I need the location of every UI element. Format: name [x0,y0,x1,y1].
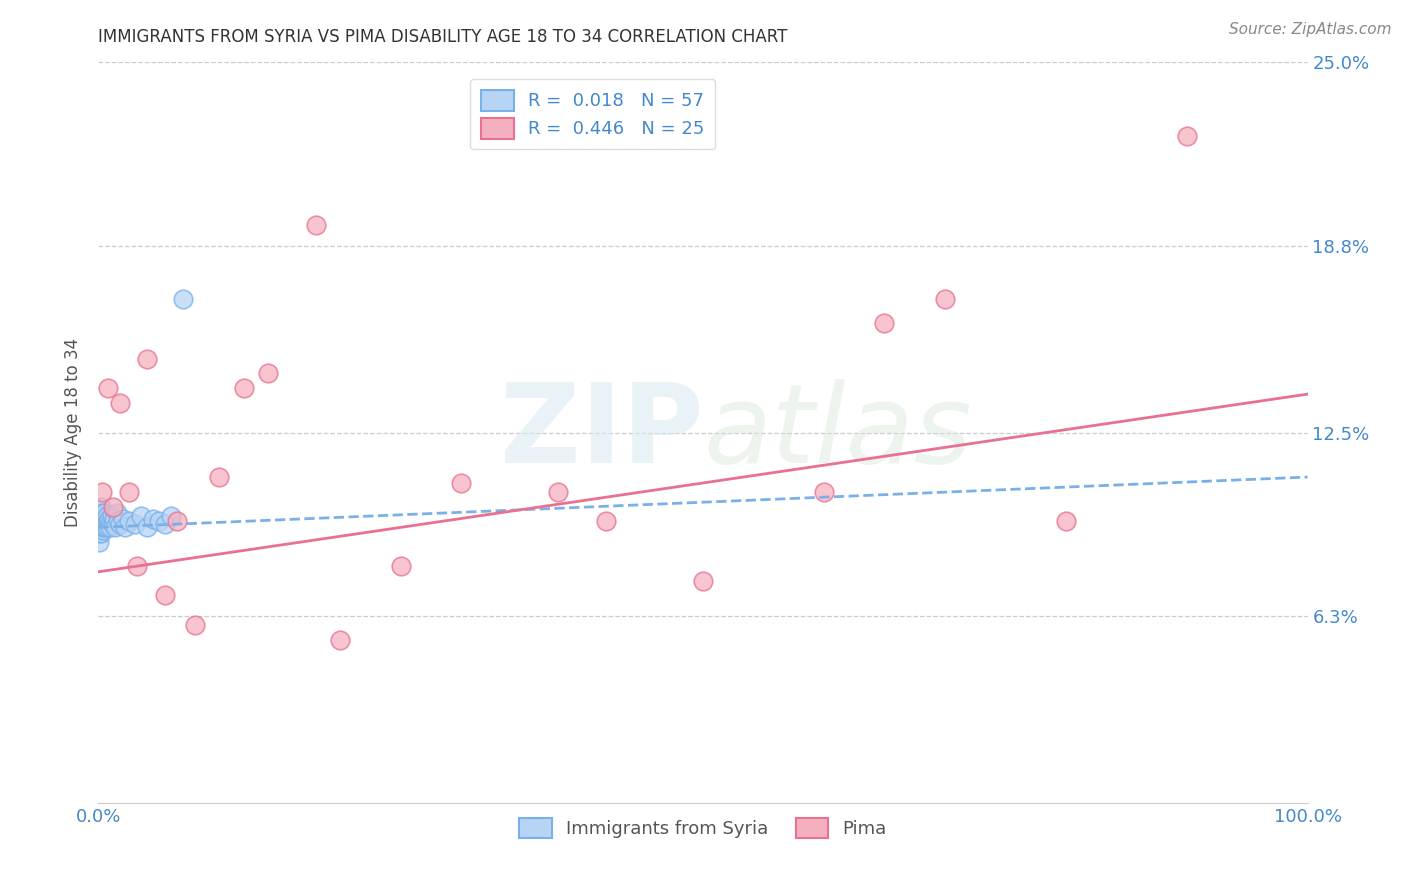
Point [450,475,472,490]
Text: atlas: atlas [703,379,972,486]
Point [329,632,352,647]
Point [1054,515,1077,529]
Point [98,520,121,534]
Point [90,524,112,538]
Point [256,367,278,381]
Point [93,506,115,520]
Point [111,511,134,525]
Point [129,508,152,523]
Text: IMMIGRANTS FROM SYRIA VS PIMA DISABILITY AGE 18 TO 34 CORRELATION CHART: IMMIGRANTS FROM SYRIA VS PIMA DISABILITY… [98,28,787,45]
Point [184,618,207,632]
Point [127,558,149,573]
Point [89,506,111,520]
Y-axis label: Disability Age 18 to 34: Disability Age 18 to 34 [65,338,83,527]
Point [105,506,128,520]
Point [160,508,183,523]
Point [124,517,146,532]
Point [90,520,112,534]
Point [89,508,111,523]
Point [89,517,111,532]
Point [232,381,254,395]
Point [96,517,118,532]
Point [101,500,124,514]
Point [93,515,115,529]
Point [91,515,114,529]
Point [153,589,176,603]
Point [100,515,122,529]
Point [153,517,176,532]
Point [89,526,111,541]
Point [89,524,111,538]
Point [118,515,141,529]
Point [813,484,835,499]
Point [98,511,121,525]
Point [135,351,157,366]
Point [89,535,111,549]
Point [89,520,111,534]
Point [135,520,157,534]
Point [873,316,896,330]
Legend: Immigrants from Syria, Pima: Immigrants from Syria, Pima [512,810,894,846]
Point [89,520,111,534]
Point [89,515,111,529]
Point [91,484,114,499]
Point [148,515,170,529]
Point [97,517,120,532]
Point [93,520,115,534]
Text: Source: ZipAtlas.com: Source: ZipAtlas.com [1229,22,1392,37]
Point [90,506,112,520]
Point [208,470,231,484]
Point [90,517,112,532]
Point [90,500,112,514]
Point [100,508,122,523]
Point [87,517,110,532]
Point [90,526,112,541]
Point [103,511,125,525]
Point [305,219,328,233]
Point [89,515,111,529]
Point [107,515,129,529]
Point [94,520,117,534]
Point [118,484,141,499]
Point [108,517,131,532]
Point [104,520,127,534]
Point [97,381,120,395]
Point [90,508,112,523]
Point [166,515,188,529]
Point [389,558,412,573]
Point [97,515,120,529]
Point [96,520,118,534]
Point [89,511,111,525]
Point [114,520,136,534]
Point [91,508,114,523]
Point [692,574,714,588]
Point [142,511,165,525]
Point [96,508,118,523]
Point [172,293,194,307]
Point [108,396,131,410]
Point [1175,129,1198,144]
Point [547,484,569,499]
Point [93,517,115,532]
Point [91,517,114,532]
Text: ZIP: ZIP [499,379,703,486]
Point [101,517,124,532]
Point [91,511,114,525]
Point [94,511,117,525]
Point [91,524,114,538]
Point [89,511,111,525]
Point [934,293,956,307]
Point [595,515,617,529]
